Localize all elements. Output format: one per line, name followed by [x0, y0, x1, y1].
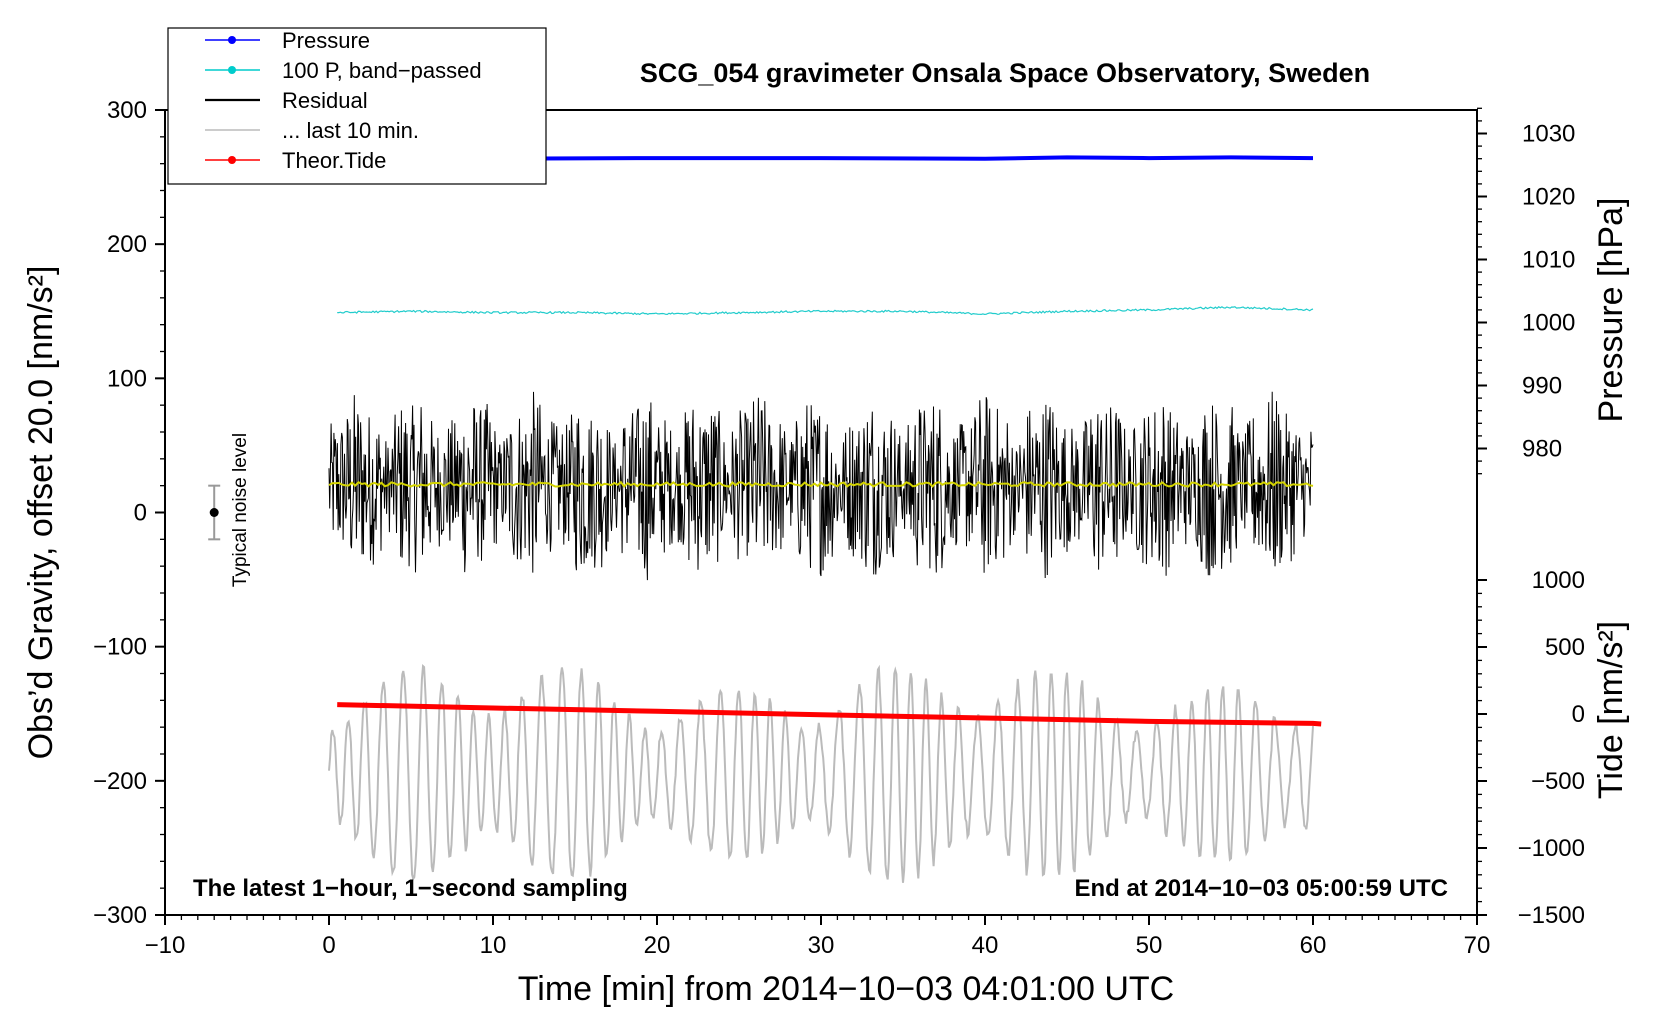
legend: Pressure 100 P, band−passed Residual ... la… — [167, 27, 547, 185]
series-pressure — [329, 155, 1314, 161]
x-tick-label: 50 — [1136, 932, 1163, 959]
series-pressure-bandpassed — [337, 306, 1314, 316]
pressure-tick-label: 1020 — [1522, 184, 1575, 211]
y-left-tick-label: 0 — [134, 500, 147, 527]
x-axis-label: Time [min] from 2014−10−03 04:01:00 UTC — [518, 970, 1174, 1008]
x-tick-label: 10 — [480, 932, 507, 959]
tide-tick-label: 500 — [1545, 634, 1585, 661]
x-tick-label: 20 — [644, 932, 671, 959]
y-axis-label-tide: Tide [nm/s²] — [1592, 621, 1630, 799]
legend-marker — [228, 36, 236, 44]
y-left-tick-label: −200 — [93, 768, 147, 795]
x-tick-label: 70 — [1464, 932, 1491, 959]
legend-label: ... last 10 min. — [282, 118, 419, 143]
pressure-tick-label: 1030 — [1522, 121, 1575, 148]
x-tick-label: 0 — [322, 932, 335, 959]
tide-tick-label: 0 — [1572, 701, 1585, 728]
y-axis-label-left: Obs’d Gravity, offset 20.0 [nm/s²] — [22, 266, 60, 760]
noise-level-indicator: Typical noise level — [208, 433, 251, 587]
y-left-tick-label: −300 — [93, 902, 147, 929]
legend-marker — [228, 156, 236, 164]
legend-marker — [228, 66, 236, 74]
tide-tick-label: −1500 — [1518, 902, 1585, 929]
noise-point — [209, 508, 219, 517]
x-tick-label: 60 — [1300, 932, 1327, 959]
legend-label: Pressure — [282, 28, 370, 53]
tide-tick-label: 1000 — [1532, 567, 1585, 594]
pressure-tick-label: 1010 — [1522, 247, 1575, 274]
pressure-tick-label: 980 — [1522, 436, 1562, 463]
series-residual-smoothed — [328, 480, 1314, 488]
x-tick-label: −10 — [145, 932, 186, 959]
annotation-sampling: The latest 1−hour, 1−second sampling — [193, 875, 628, 902]
series-residual — [328, 391, 1314, 581]
chart-title: SCG_054 gravimeter Onsala Space Observat… — [640, 58, 1370, 88]
legend-label: 100 P, band−passed — [282, 58, 482, 83]
tide-tick-label: −500 — [1531, 768, 1585, 795]
series-last-10-min — [328, 663, 1314, 883]
pressure-tick-label: 990 — [1522, 373, 1562, 400]
legend-label: Theor.Tide — [282, 148, 386, 173]
annotation-end-time: End at 2014−10−03 05:00:59 UTC — [1074, 875, 1448, 902]
tide-tick-label: −1000 — [1518, 835, 1585, 862]
legend-label: Residual — [282, 88, 368, 113]
y-left-tick-label: 100 — [107, 365, 147, 392]
series-layer — [328, 155, 1322, 883]
noise-level-label: Typical noise level — [230, 433, 251, 587]
pressure-tick-label: 1000 — [1522, 310, 1575, 337]
y-axis-label-pressure: Pressure [hPa] — [1592, 198, 1630, 423]
x-tick-label: 40 — [972, 932, 999, 959]
y-left-tick-label: −100 — [93, 634, 147, 661]
series-theoretical-tide — [337, 702, 1322, 727]
legend-items: Pressure 100 P, band−passed Residual ... la… — [205, 28, 482, 173]
x-tick-label: 30 — [808, 932, 835, 959]
y-left-tick-label: 200 — [107, 231, 147, 258]
axis-layer: −10 0 10 20 30 40 50 60 70−300−200−1000100200300… — [93, 97, 1585, 959]
y-left-tick-label: 300 — [107, 97, 147, 124]
